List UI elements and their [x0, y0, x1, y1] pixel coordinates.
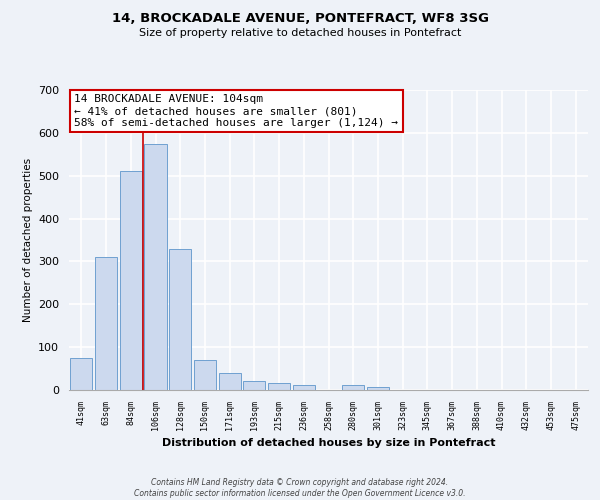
Bar — [367, 387, 389, 390]
Bar — [70, 358, 92, 390]
Bar — [194, 360, 216, 390]
Bar — [243, 382, 265, 390]
Bar — [342, 385, 364, 390]
Y-axis label: Number of detached properties: Number of detached properties — [23, 158, 32, 322]
Text: 14 BROCKADALE AVENUE: 104sqm
← 41% of detached houses are smaller (801)
58% of s: 14 BROCKADALE AVENUE: 104sqm ← 41% of de… — [74, 94, 398, 128]
Text: Size of property relative to detached houses in Pontefract: Size of property relative to detached ho… — [139, 28, 461, 38]
Bar — [169, 248, 191, 390]
Text: 14, BROCKADALE AVENUE, PONTEFRACT, WF8 3SG: 14, BROCKADALE AVENUE, PONTEFRACT, WF8 3… — [112, 12, 488, 26]
Bar — [293, 385, 315, 390]
Bar — [95, 257, 117, 390]
Text: Contains HM Land Registry data © Crown copyright and database right 2024.
Contai: Contains HM Land Registry data © Crown c… — [134, 478, 466, 498]
Bar — [119, 172, 142, 390]
Bar — [218, 373, 241, 390]
Bar — [268, 382, 290, 390]
Bar — [145, 144, 167, 390]
X-axis label: Distribution of detached houses by size in Pontefract: Distribution of detached houses by size … — [162, 438, 495, 448]
